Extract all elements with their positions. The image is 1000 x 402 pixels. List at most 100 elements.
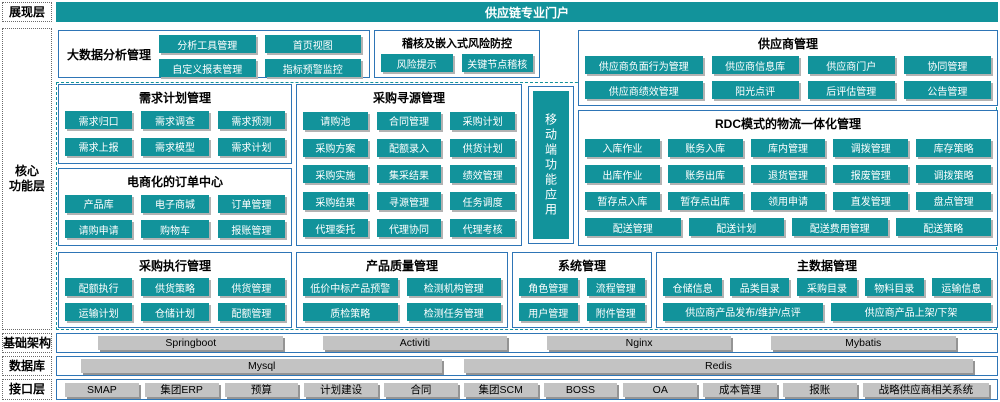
- module-button[interactable]: 库内管理: [750, 138, 826, 157]
- module-button[interactable]: 运输计划: [65, 303, 133, 321]
- infrastructure-item[interactable]: Mybatis: [770, 336, 956, 350]
- module-button[interactable]: 代理考核: [450, 219, 515, 238]
- module-button[interactable]: 账务出库: [667, 165, 743, 184]
- module-button[interactable]: 集采结果: [376, 165, 442, 184]
- module-button[interactable]: 角色管理: [519, 278, 578, 296]
- module-button[interactable]: 公告管理: [903, 81, 991, 99]
- module-button[interactable]: 配送费用管理: [792, 218, 888, 237]
- module-button[interactable]: 配送管理: [585, 218, 681, 237]
- module-button[interactable]: 任务调度: [450, 192, 515, 211]
- module-button[interactable]: 采购方案: [303, 138, 368, 157]
- module-button[interactable]: 配送策略: [895, 218, 991, 237]
- module-button[interactable]: 供货计划: [450, 138, 515, 157]
- module-button[interactable]: 低价中标产品预警: [303, 278, 398, 296]
- interface-item[interactable]: SMAP: [65, 382, 139, 397]
- interface-item[interactable]: 报账: [782, 382, 857, 397]
- module-button[interactable]: 领用申请: [750, 191, 826, 210]
- module-button[interactable]: 运输信息: [931, 278, 992, 297]
- interface-item[interactable]: BOSS: [543, 382, 618, 397]
- module-button[interactable]: 订单管理: [217, 194, 285, 213]
- module-button[interactable]: 阳光点评: [711, 81, 799, 99]
- module-button[interactable]: 请购池: [303, 111, 368, 130]
- module-button[interactable]: 采购实施: [303, 165, 368, 184]
- module-button[interactable]: 后评估管理: [807, 81, 895, 99]
- module-button[interactable]: 产品库: [65, 194, 133, 213]
- module-button[interactable]: 需求计划: [217, 137, 285, 156]
- module-button[interactable]: 直发管理: [833, 191, 909, 210]
- module-button[interactable]: 风险提示: [381, 54, 453, 72]
- module-button[interactable]: 报账管理: [217, 220, 285, 239]
- module-button[interactable]: 请购申请: [65, 220, 133, 239]
- module-button[interactable]: 入库作业: [585, 138, 660, 157]
- module-button[interactable]: 出库作业: [585, 165, 660, 184]
- module-button[interactable]: 协同管理: [903, 56, 991, 74]
- module-button[interactable]: 仓储信息: [663, 278, 723, 297]
- infrastructure-item[interactable]: Nginx: [546, 336, 732, 350]
- module-button[interactable]: 配额执行: [65, 278, 133, 296]
- section-purchase-execution: 采购执行管理 配额执行 供货策略 供货管理 运输计划 仓储计划 配额管理: [58, 252, 292, 328]
- module-button[interactable]: 配额管理: [217, 303, 285, 321]
- module-button[interactable]: 配额录入: [376, 138, 442, 157]
- module-button[interactable]: 账务入库: [667, 138, 743, 157]
- module-button[interactable]: 需求归口: [65, 111, 133, 130]
- database-item[interactable]: Redis: [464, 359, 973, 373]
- module-button[interactable]: 购物车: [141, 220, 209, 239]
- module-button[interactable]: 配送计划: [688, 218, 784, 237]
- module-button[interactable]: 物料目录: [864, 278, 924, 297]
- module-button[interactable]: 需求调查: [141, 111, 209, 130]
- module-button[interactable]: 供应商门户: [807, 56, 895, 74]
- module-button[interactable]: 需求上报: [65, 137, 133, 156]
- module-button[interactable]: 暂存点出库: [667, 191, 743, 210]
- module-button[interactable]: 供应商产品上架/下架: [831, 302, 991, 321]
- module-button[interactable]: 合同管理: [376, 111, 442, 130]
- module-button[interactable]: 库存策略: [916, 138, 991, 157]
- module-button[interactable]: 检测机构管理: [406, 278, 501, 296]
- module-button[interactable]: 采购目录: [797, 278, 857, 297]
- interface-item[interactable]: OA: [623, 382, 698, 397]
- module-button[interactable]: 盘点管理: [916, 191, 991, 210]
- module-button[interactable]: 暂存点入库: [585, 191, 660, 210]
- module-button[interactable]: 仓储计划: [141, 303, 209, 321]
- module-button[interactable]: 供应商产品发布/维护/点评: [663, 302, 823, 321]
- module-button[interactable]: 报废管理: [833, 165, 909, 184]
- module-button[interactable]: 指标预警监控: [264, 59, 361, 77]
- module-button[interactable]: 需求预测: [217, 111, 285, 130]
- module-button[interactable]: 寻源管理: [376, 192, 442, 211]
- database-item[interactable]: Mysql: [81, 359, 442, 373]
- module-button[interactable]: 附件管理: [586, 303, 645, 321]
- module-button[interactable]: 品类目录: [730, 278, 790, 297]
- interface-item[interactable]: 战略供应商相关系统: [862, 382, 990, 397]
- module-button[interactable]: 供应商负面行为管理: [585, 56, 703, 74]
- module-button[interactable]: 供应商绩效管理: [585, 81, 703, 99]
- module-button[interactable]: 代理协同: [376, 219, 442, 238]
- module-button[interactable]: 调拨管理: [833, 138, 909, 157]
- module-button[interactable]: 绩效管理: [450, 165, 515, 184]
- mobile-functions-bar[interactable]: 移动端功能应用: [533, 91, 569, 239]
- module-button[interactable]: 需求模型: [141, 137, 209, 156]
- module-button[interactable]: 关键节点稽核: [461, 54, 533, 72]
- interface-item[interactable]: 预算: [224, 382, 299, 397]
- interface-item[interactable]: 计划建设: [304, 382, 379, 397]
- module-button[interactable]: 采购结果: [303, 192, 368, 211]
- module-button[interactable]: 代理委托: [303, 219, 368, 238]
- module-button[interactable]: 自定义报表管理: [159, 59, 256, 77]
- infrastructure-item[interactable]: Activiti: [322, 336, 508, 350]
- module-button[interactable]: 检测任务管理: [406, 303, 501, 321]
- interface-item[interactable]: 集团ERP: [144, 382, 219, 397]
- module-button[interactable]: 分析工具管理: [159, 35, 256, 53]
- module-button[interactable]: 质检策略: [303, 303, 398, 321]
- module-button[interactable]: 调拨策略: [916, 165, 991, 184]
- module-button[interactable]: 用户管理: [519, 303, 578, 321]
- interface-item[interactable]: 集团SCM: [463, 382, 538, 397]
- interface-item[interactable]: 成本管理: [703, 382, 777, 397]
- infrastructure-item[interactable]: Springboot: [98, 336, 284, 350]
- module-button[interactable]: 电子商城: [141, 194, 209, 213]
- module-button[interactable]: 采购计划: [450, 111, 515, 130]
- module-button[interactable]: 供应商信息库: [711, 56, 799, 74]
- module-button[interactable]: 首页视图: [264, 35, 361, 53]
- module-button[interactable]: 供货策略: [141, 278, 209, 296]
- module-button[interactable]: 退货管理: [750, 165, 826, 184]
- interface-item[interactable]: 合同: [384, 382, 458, 397]
- module-button[interactable]: 供货管理: [217, 278, 285, 296]
- module-button[interactable]: 流程管理: [586, 278, 645, 296]
